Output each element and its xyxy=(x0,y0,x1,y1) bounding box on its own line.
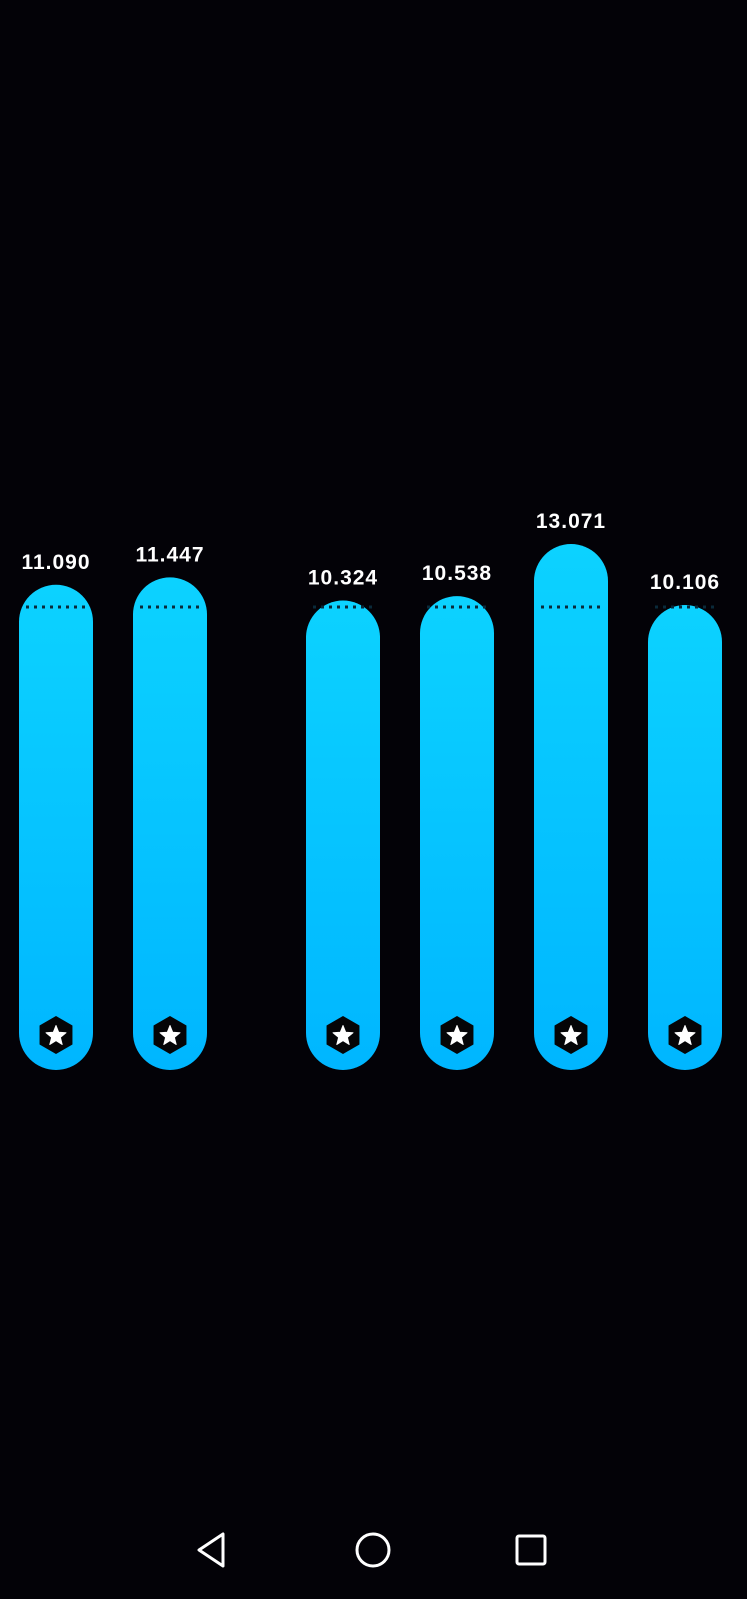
star-badge-icon xyxy=(668,1016,702,1054)
bar[interactable] xyxy=(648,605,722,1070)
bar[interactable] xyxy=(420,596,494,1070)
square-recents-icon xyxy=(515,1534,547,1566)
star-badge-icon xyxy=(39,1016,73,1054)
bar[interactable] xyxy=(19,584,93,1070)
bar-value-label: 10.538 xyxy=(422,562,492,585)
bar-chart: 11.090 11.447 10.324 10.538 13.071 10.106 xyxy=(19,510,722,1070)
star-badge-icon xyxy=(326,1016,360,1054)
home-button[interactable] xyxy=(349,1526,397,1574)
bar-group[interactable]: 10.324 xyxy=(306,567,380,1070)
bar[interactable] xyxy=(133,577,207,1070)
bar-group[interactable]: 11.447 xyxy=(133,543,207,1070)
bar-group[interactable]: 11.090 xyxy=(19,551,93,1070)
star-badge-icon xyxy=(440,1016,474,1054)
bar[interactable] xyxy=(306,600,380,1070)
circle-home-icon xyxy=(355,1532,391,1568)
navigation-bar xyxy=(0,1510,747,1599)
bar-group[interactable]: 10.538 xyxy=(420,562,494,1070)
bar[interactable] xyxy=(534,544,608,1070)
back-button[interactable] xyxy=(189,1526,237,1574)
recents-button[interactable] xyxy=(507,1526,555,1574)
bar-value-label: 10.106 xyxy=(650,571,720,594)
bar-value-label: 11.447 xyxy=(135,543,204,566)
bar-group[interactable]: 13.071 xyxy=(534,510,608,1070)
star-badge-icon xyxy=(153,1016,187,1054)
bar-value-label: 11.090 xyxy=(21,551,90,574)
bar-value-label: 13.071 xyxy=(536,510,606,533)
bar-value-label: 10.324 xyxy=(308,567,378,590)
star-badge-icon xyxy=(554,1016,588,1054)
triangle-back-icon xyxy=(197,1532,225,1568)
bar-group[interactable]: 10.106 xyxy=(648,571,722,1070)
